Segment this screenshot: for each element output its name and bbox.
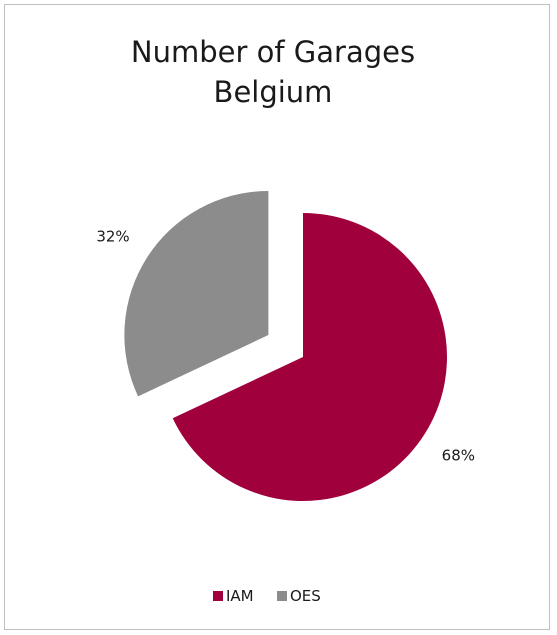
data-label-oes: 32% [96,227,129,245]
legend-swatch-iam [213,591,223,601]
chart-title: Number of Garages [131,35,415,69]
pie-slices [124,191,448,501]
data-label-iam: 68% [442,447,475,465]
pie-slice-oes [124,191,269,397]
legend-label-oes: OES [290,587,321,605]
pie-slice-iam [172,213,448,501]
legend-swatch-oes [277,591,287,601]
chart-subtitle: Belgium [214,75,333,109]
pie-chart: Number of Garages Belgium 68% 32% IAM OES [96,35,475,605]
chart-frame: Number of Garages Belgium 68% 32% IAM OES [4,4,550,630]
pie-data-labels: 68% 32% [96,227,475,464]
legend-label-iam: IAM [226,587,254,605]
chart-legend: IAM OES [213,587,321,605]
